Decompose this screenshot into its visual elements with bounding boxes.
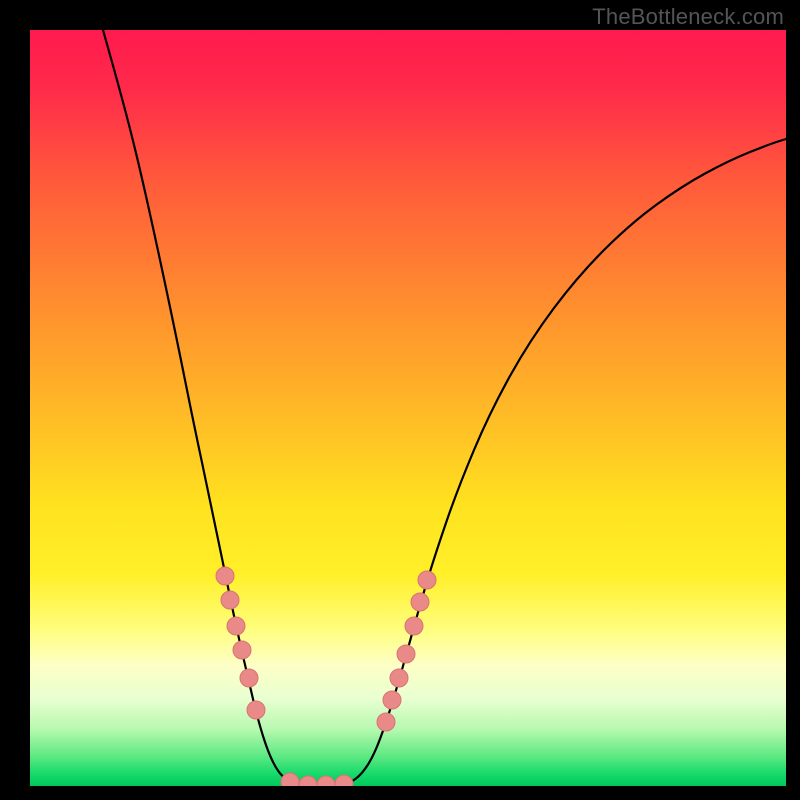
data-marker: [383, 691, 401, 709]
data-marker: [247, 701, 265, 719]
data-marker: [221, 591, 239, 609]
data-marker: [281, 773, 299, 786]
data-marker: [411, 593, 429, 611]
curve-overlay: [30, 30, 786, 786]
data-marker: [397, 645, 415, 663]
data-marker: [390, 669, 408, 687]
data-marker: [418, 571, 436, 589]
data-marker: [233, 641, 251, 659]
plot-area: [30, 30, 786, 786]
data-marker: [240, 669, 258, 687]
data-marker: [227, 617, 245, 635]
data-marker: [335, 775, 353, 786]
bottleneck-curve: [103, 30, 786, 785]
data-marker: [317, 776, 335, 786]
watermark-text: TheBottleneck.com: [592, 4, 784, 30]
data-marker: [299, 776, 317, 786]
data-marker: [377, 713, 395, 731]
data-marker: [405, 617, 423, 635]
data-marker: [216, 567, 234, 585]
chart-frame: TheBottleneck.com: [0, 0, 800, 800]
